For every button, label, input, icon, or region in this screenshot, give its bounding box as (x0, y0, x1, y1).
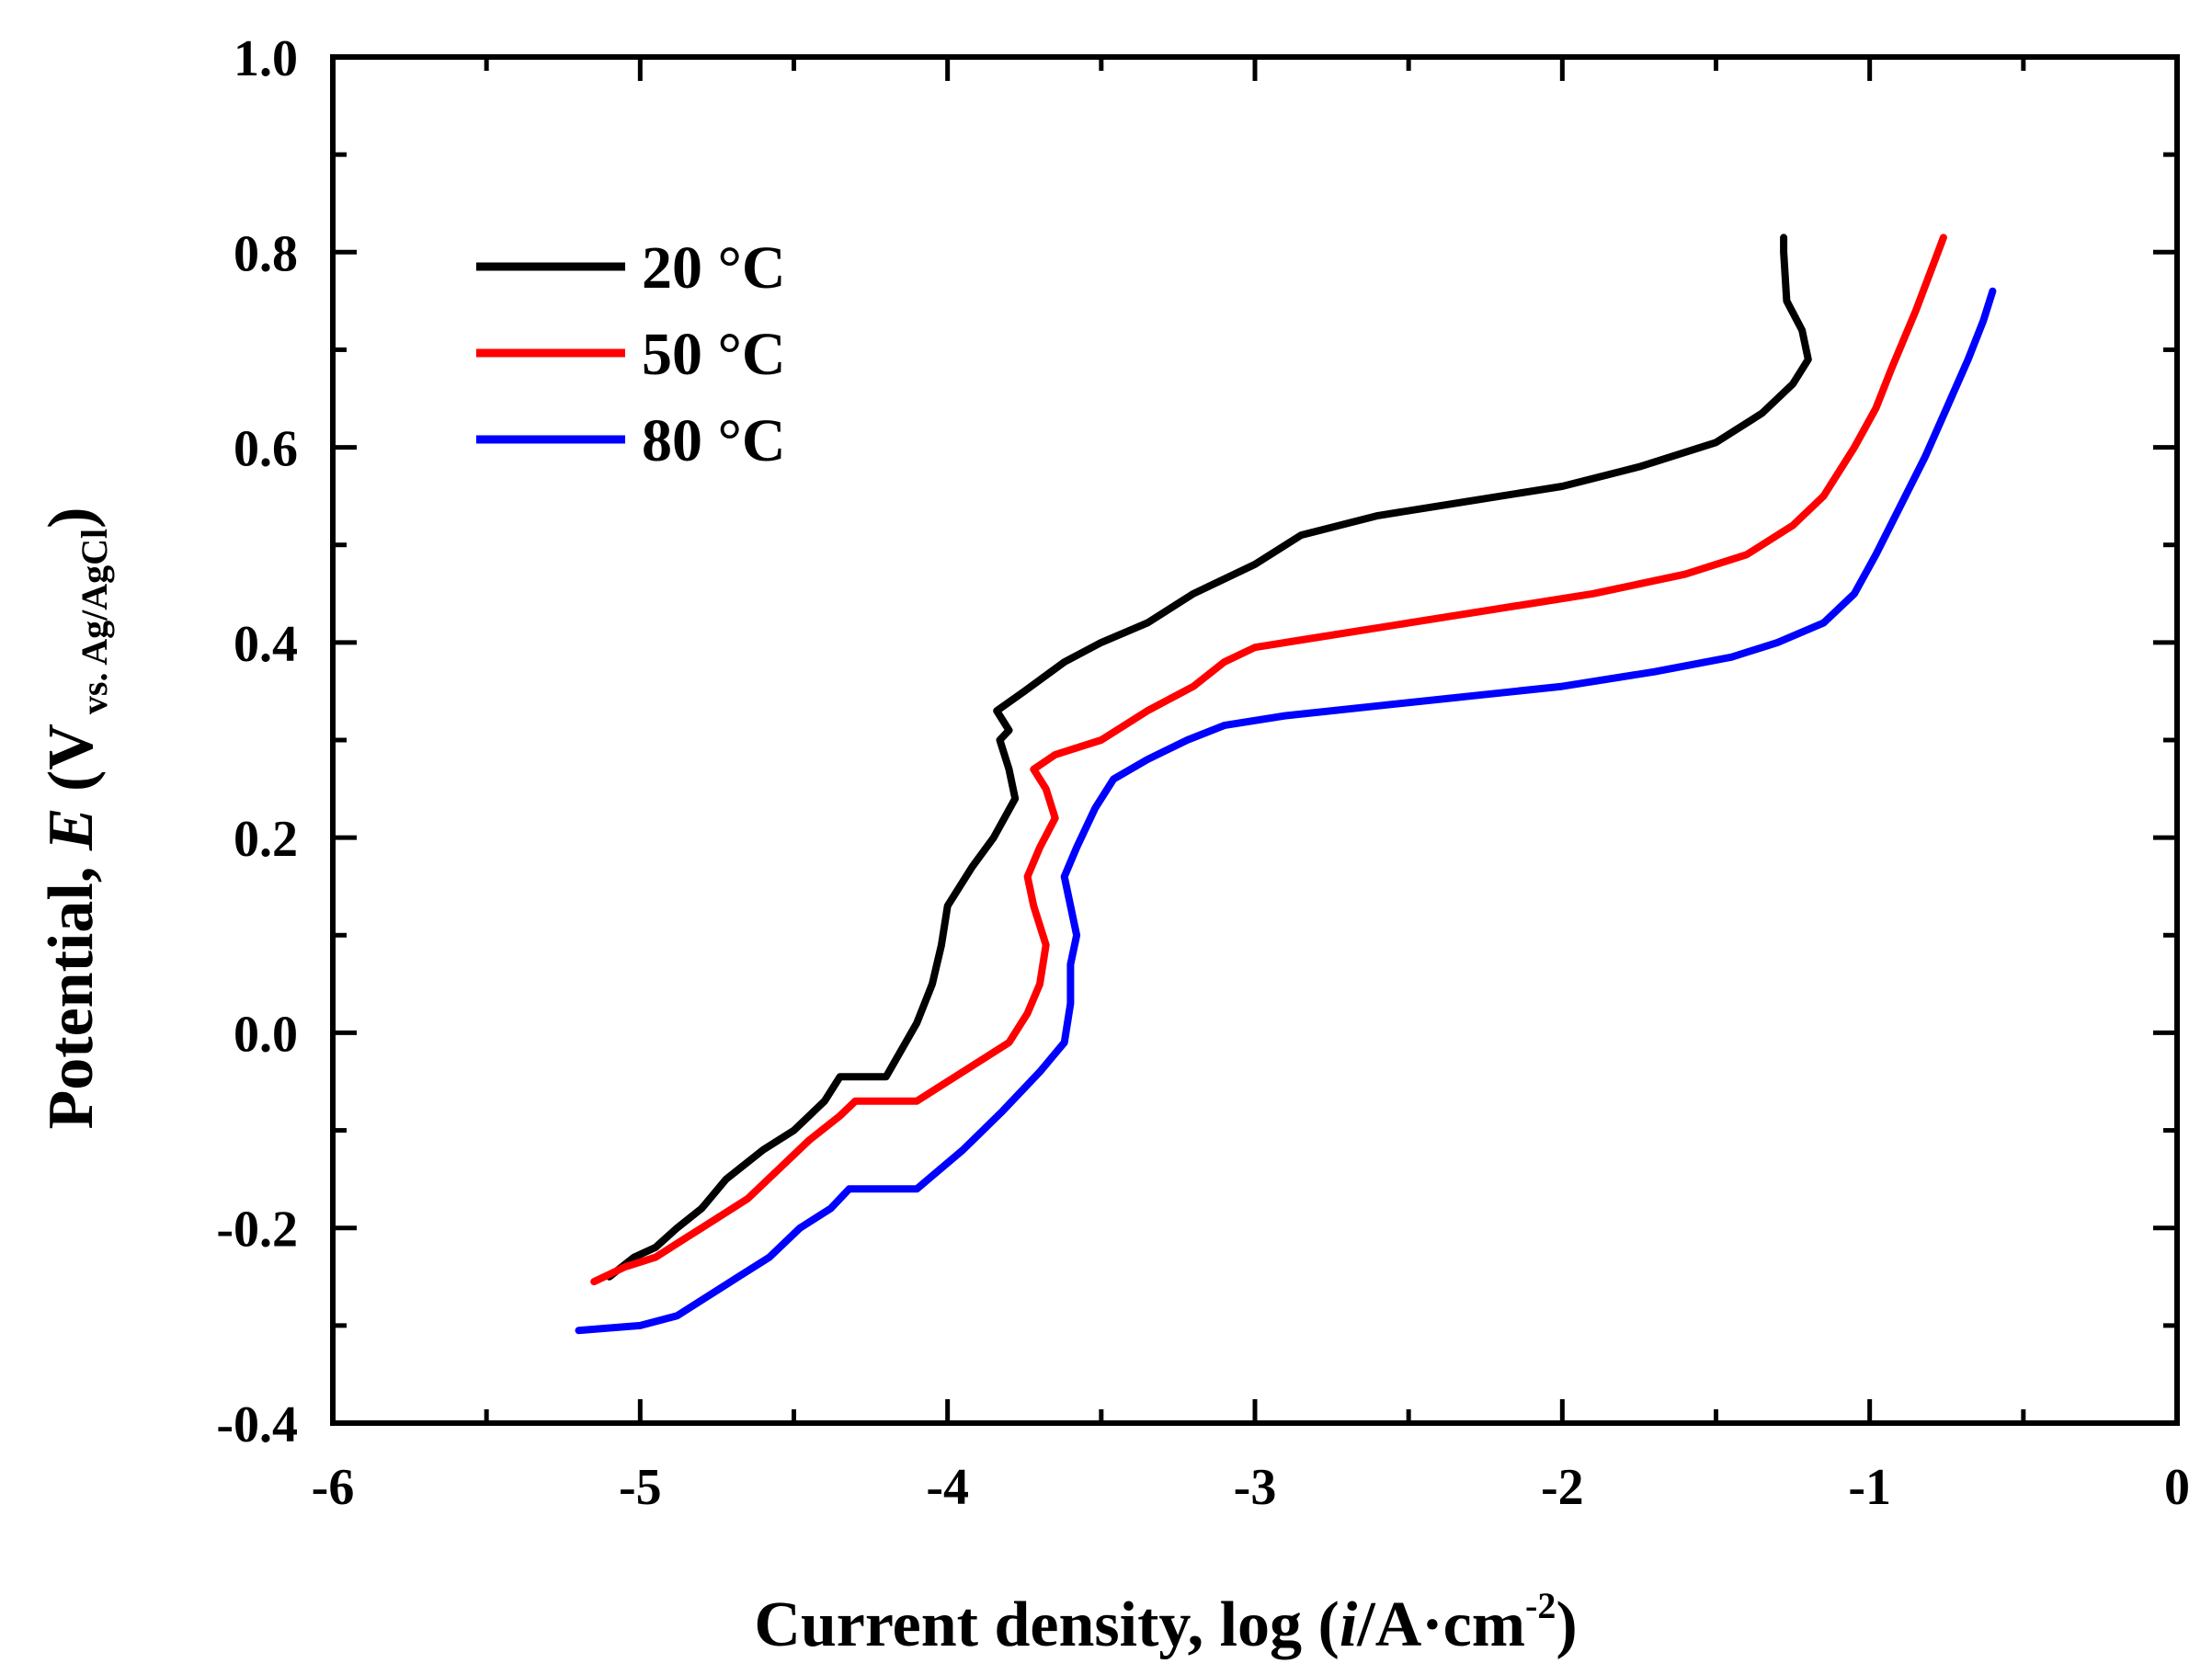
legend-label-3: 80 °C (642, 407, 786, 474)
y-tick-label: 0.6 (234, 421, 298, 478)
x-axis-title: Current density, log (i/A·cm-2) (754, 1585, 1577, 1660)
plot-frame (330, 54, 2180, 1426)
y-tick-label: 1.0 (234, 30, 298, 87)
series-layer (575, 234, 1997, 1335)
legend-label-1: 20 °C (642, 234, 786, 302)
x-tick-label: -6 (312, 1459, 355, 1516)
tick-labels: -6 -5 -4 -3 -2 -1 0 -0.4 -0.2 0.0 0.2 0.4 0.6 0.8 1.0 (216, 30, 2190, 1516)
x-tick-label: -1 (1848, 1459, 1891, 1516)
y-tick-label: 0.0 (234, 1006, 298, 1063)
y-tick-label: 0.2 (234, 811, 298, 868)
x-tick-label: -3 (1234, 1459, 1277, 1516)
y-tick-label: 0.4 (234, 616, 298, 673)
y-tick-label: 0.8 (234, 225, 298, 282)
axis-ticks (330, 54, 2180, 1426)
y-axis-title: Potential, E (V vs. Ag/AgCl) (36, 507, 115, 1130)
series-line-2 (590, 234, 1947, 1286)
legend: 20 °C 50 °C 80 °C (476, 234, 786, 474)
x-tick-label: -5 (619, 1459, 662, 1516)
x-tick-label: -2 (1541, 1459, 1584, 1516)
series-line-1 (605, 234, 1812, 1281)
y-tick-label: -0.2 (216, 1202, 298, 1259)
x-tick-label: -4 (926, 1459, 969, 1516)
legend-label-2: 50 °C (642, 321, 786, 388)
x-tick-label: 0 (2164, 1459, 2190, 1516)
y-tick-label: -0.4 (216, 1396, 298, 1453)
series-line-3 (575, 287, 1997, 1335)
